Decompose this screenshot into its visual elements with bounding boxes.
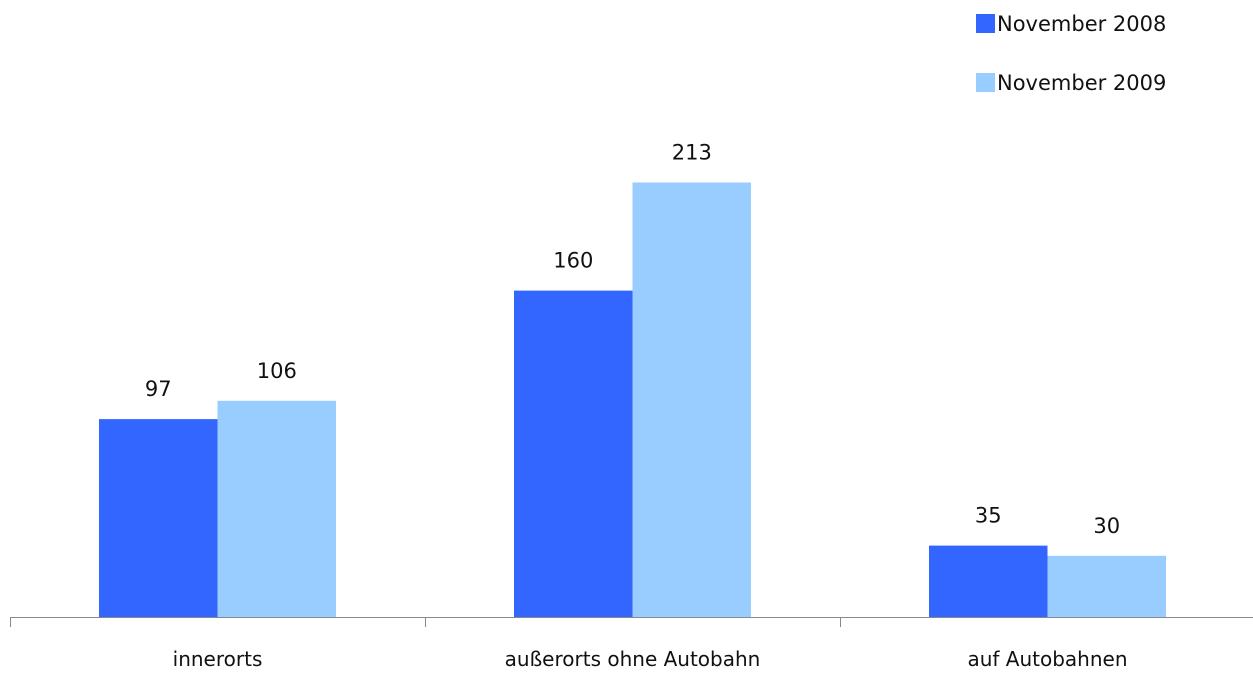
- value-labels: 97 106 160 213 35 30: [145, 141, 1120, 538]
- x-axis: innerorts außerorts ohne Autobahn auf Auto…: [10, 617, 1253, 671]
- value-label-1-2: 160: [553, 249, 593, 273]
- value-label-1-1: 97: [145, 377, 172, 401]
- legend-swatch-1: [976, 14, 995, 33]
- x-tick-label-3: auf Autobahnen: [967, 647, 1127, 671]
- value-label-2-1: 106: [257, 359, 297, 383]
- bar-1-3: [929, 545, 1048, 617]
- bar-2-1: [217, 400, 336, 617]
- legend: November 2008 November 2009: [976, 12, 1166, 95]
- bar-1-2: [514, 290, 633, 617]
- x-tick-label-1: innerorts: [173, 647, 263, 671]
- value-label-2-2: 213: [672, 141, 712, 165]
- legend-label-1: November 2008: [997, 12, 1166, 36]
- bar-2-3: [1047, 555, 1166, 617]
- legend-swatch-2: [976, 73, 995, 92]
- x-tick-label-2: außerorts ohne Autobahn: [505, 647, 761, 671]
- legend-label-2: November 2009: [997, 71, 1166, 95]
- value-label-1-3: 35: [975, 504, 1002, 528]
- bars: [99, 182, 1166, 617]
- bar-2-2: [632, 182, 751, 617]
- bar-1-1: [99, 419, 218, 617]
- value-label-2-3: 30: [1093, 514, 1120, 538]
